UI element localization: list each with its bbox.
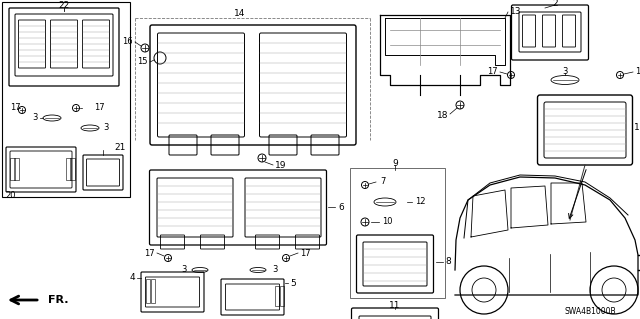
Text: 22: 22 <box>58 1 70 10</box>
Text: 13: 13 <box>510 8 522 17</box>
Text: FR.: FR. <box>48 295 68 305</box>
Text: 3: 3 <box>103 123 108 132</box>
Text: 17: 17 <box>488 68 498 77</box>
Text: 14: 14 <box>234 10 246 19</box>
Text: 8: 8 <box>445 257 451 266</box>
Text: 3: 3 <box>563 66 568 76</box>
Bar <box>14 158 19 180</box>
Text: 17: 17 <box>94 103 104 113</box>
Bar <box>146 279 150 303</box>
Bar <box>2 2 130 197</box>
Bar <box>151 279 155 303</box>
Bar <box>10 158 15 180</box>
Text: 19: 19 <box>275 160 287 169</box>
Bar <box>66 158 71 180</box>
Text: 1: 1 <box>634 123 640 132</box>
Bar <box>70 158 75 180</box>
Text: 11: 11 <box>389 300 401 309</box>
Bar <box>280 286 284 306</box>
Text: 17: 17 <box>145 249 155 257</box>
Text: 3: 3 <box>272 265 277 275</box>
Text: 15: 15 <box>138 57 148 66</box>
Text: 3: 3 <box>182 265 187 275</box>
Text: 6: 6 <box>338 203 344 211</box>
Text: 3: 3 <box>33 114 38 122</box>
Text: 17: 17 <box>300 249 310 257</box>
Text: 12: 12 <box>415 197 426 206</box>
Text: 4: 4 <box>129 273 135 283</box>
Text: 21: 21 <box>115 144 125 152</box>
Text: 16: 16 <box>122 38 133 47</box>
Text: 10: 10 <box>382 218 392 226</box>
Text: 2: 2 <box>552 0 558 8</box>
Bar <box>350 168 445 298</box>
Text: 5: 5 <box>290 278 296 287</box>
Bar <box>275 286 279 306</box>
Text: 7: 7 <box>380 177 385 187</box>
Text: 9: 9 <box>392 159 398 167</box>
Text: 20: 20 <box>5 191 15 201</box>
Text: 17: 17 <box>635 68 640 77</box>
Text: SWA4B1000B: SWA4B1000B <box>564 308 616 316</box>
Text: 18: 18 <box>436 110 448 120</box>
Text: 17: 17 <box>10 103 20 113</box>
